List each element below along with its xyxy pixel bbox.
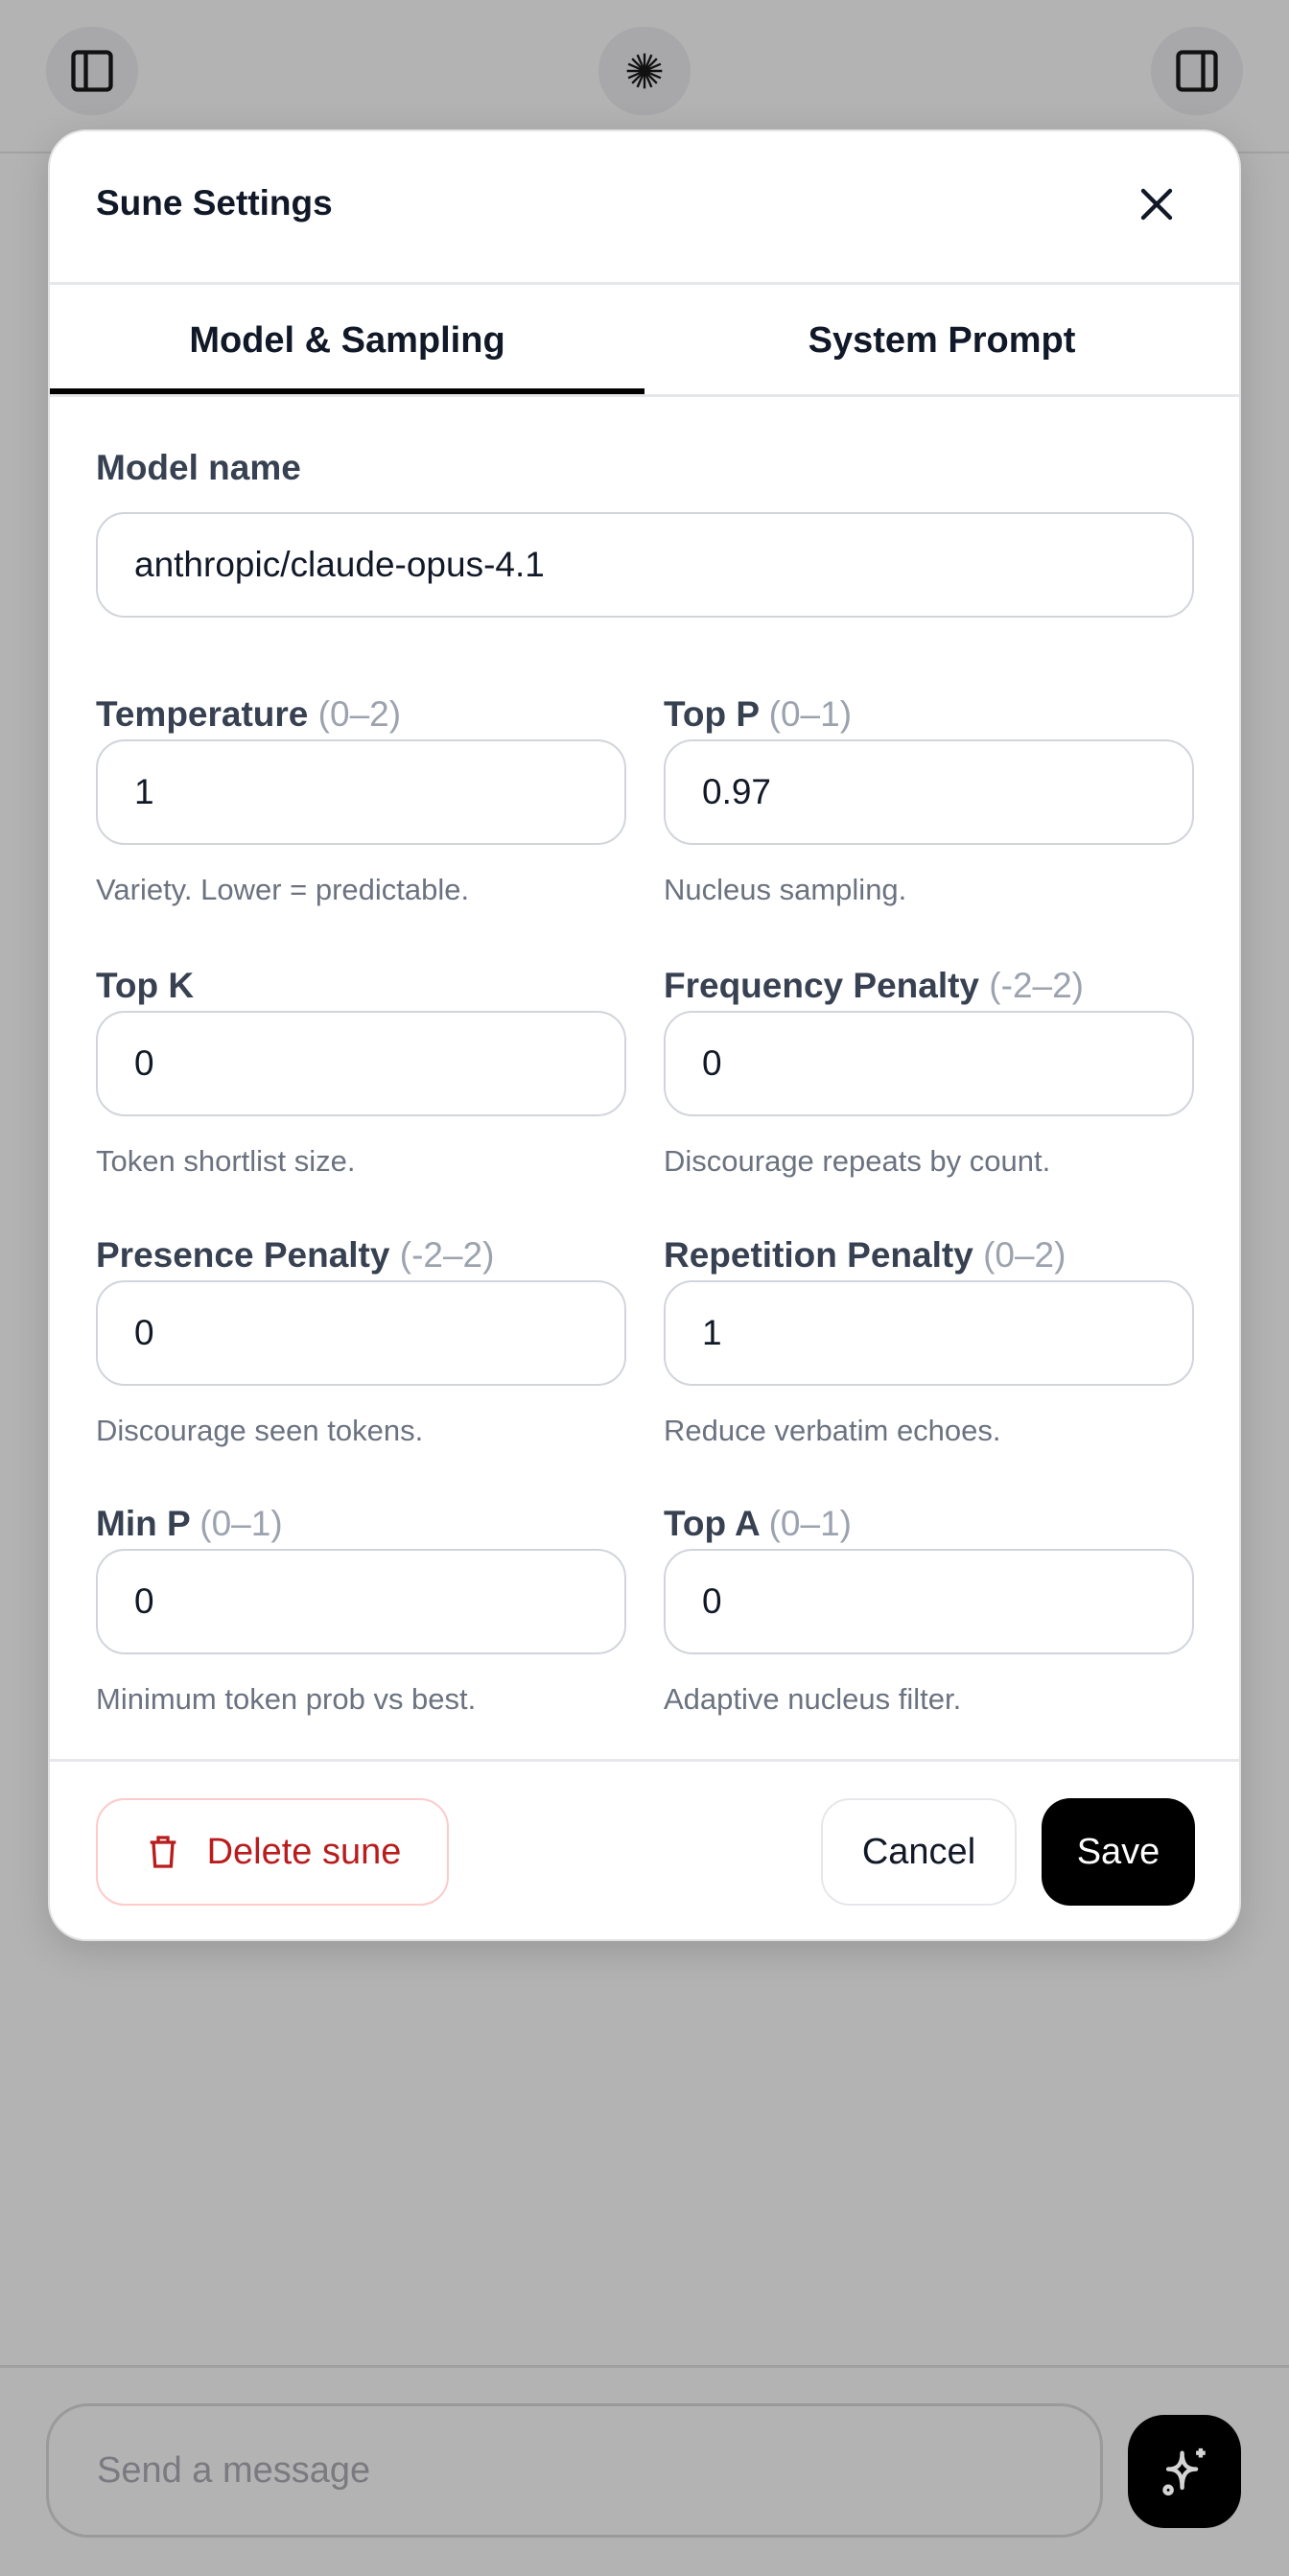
top-k-input[interactable]: 0 [96,1011,626,1116]
min-p-label: Min P (0–1) [96,1504,283,1544]
repetition-penalty-input[interactable]: 1 [664,1280,1194,1386]
delete-sune-button[interactable]: Delete sune [96,1798,449,1906]
top-a-label: Top A (0–1) [664,1504,852,1544]
field-label-text: Top P [664,694,760,734]
trash-icon [150,1836,176,1868]
tab-model-sampling[interactable]: Model & Sampling [189,319,505,361]
field-label-text: Frequency Penalty [664,966,980,1005]
field-label-text: Temperature [96,694,309,734]
repetition-penalty-label: Repetition Penalty (0–2) [664,1235,1066,1276]
top-k-help: Token shortlist size. [96,1144,356,1178]
min-p-input[interactable]: 0 [96,1549,626,1654]
frequency-penalty-label: Frequency Penalty (-2–2) [664,966,1084,1006]
cancel-button[interactable]: Cancel [821,1798,1017,1906]
message-input[interactable]: Send a message [46,2403,1103,2538]
temperature-input[interactable]: 1 [96,739,626,845]
model-name-label: Model name [96,448,301,487]
field-range: (0–1) [768,1504,852,1543]
presence-penalty-label: Presence Penalty (-2–2) [96,1235,494,1276]
top-p-help: Nucleus sampling. [664,873,907,906]
field-range: (-2–2) [989,966,1084,1005]
field-range: (0–2) [317,694,402,734]
sparkles-icon [1162,2447,1206,2496]
sidebar-left-icon [71,50,113,92]
frequency-penalty-input[interactable]: 0 [664,1011,1194,1116]
top-a-input[interactable]: 0 [664,1549,1194,1654]
field-range: (0–1) [768,694,853,734]
temperature-label: Temperature (0–2) [96,694,401,735]
field-label-text: Min P [96,1504,190,1543]
composer-divider [0,2365,1289,2368]
repetition-penalty-help: Reduce verbatim echoes. [664,1414,1001,1447]
top-p-input[interactable]: 0.97 [664,739,1194,845]
footer-divider [50,1759,1239,1762]
sidebar-right-icon [1176,50,1218,92]
field-label-text: Top A [664,1504,760,1543]
divider [50,282,1239,285]
field-range: (0–1) [199,1504,283,1543]
field-label-text: Repetition Penalty [664,1235,973,1275]
tab-system-prompt[interactable]: System Prompt [808,319,1076,361]
top-a-help: Adaptive nucleus filter. [664,1682,962,1716]
save-button[interactable]: Save [1042,1798,1195,1906]
temperature-help: Variety. Lower = predictable. [96,873,470,906]
delete-sune-label: Delete sune [206,1831,402,1872]
toggle-right-sidebar-button[interactable] [1151,27,1243,115]
model-name-input[interactable]: anthropic/claude-opus-4.1 [96,512,1194,618]
toggle-left-sidebar-button[interactable] [46,27,138,115]
send-button[interactable] [1128,2415,1241,2528]
settings-modal: Sune Settings Model & Sampling System Pr… [48,129,1241,1941]
active-tab-indicator [50,388,644,394]
logo-button[interactable] [598,27,691,115]
field-range: (0–2) [983,1235,1066,1275]
frequency-penalty-help: Discourage repeats by count. [664,1144,1051,1178]
top-p-label: Top P (0–1) [664,694,852,735]
field-range: (-2–2) [399,1235,495,1275]
presence-penalty-help: Discourage seen tokens. [96,1414,424,1447]
presence-penalty-input[interactable]: 0 [96,1280,626,1386]
starburst-logo-icon [626,53,663,89]
min-p-help: Minimum token prob vs best. [96,1682,477,1716]
close-icon[interactable] [1134,181,1180,227]
top-k-label: Top K [96,966,194,1006]
modal-title: Sune Settings [96,183,333,222]
field-label-text: Presence Penalty [96,1235,390,1275]
field-label-text: Top K [96,966,195,1005]
divider [50,394,1239,397]
